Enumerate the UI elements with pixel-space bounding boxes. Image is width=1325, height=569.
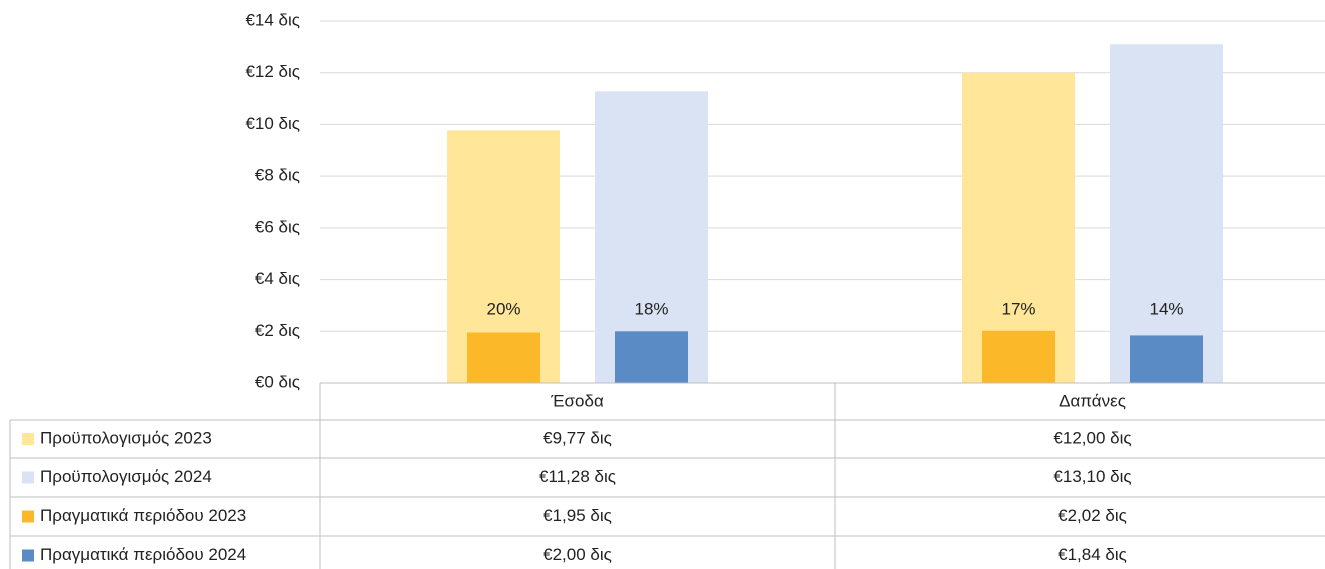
annotation: 17% [1001,299,1035,318]
table-value: €11,28 δις [539,467,616,486]
x-tick-label: Έσοδα [550,391,604,410]
bar [467,332,540,383]
x-tick-label: Δαπάνες [1059,391,1126,410]
legend-label: Προϋπολογισμός 2023 [40,428,212,447]
table-value: €1,84 δις [1058,545,1127,564]
y-tick-label: €12 δις [245,62,300,81]
table-value: €2,00 δις [543,545,612,564]
y-tick-label: €0 δις [255,372,300,391]
annotation: 20% [486,299,520,318]
annotation: 14% [1149,299,1183,318]
annotation: 18% [634,299,668,318]
table-value: €13,10 δις [1053,467,1131,486]
table-value: €1,95 δις [543,506,612,525]
y-tick-label: €14 δις [245,10,300,29]
table-value: €12,00 δις [1053,428,1131,447]
bar [1110,44,1223,384]
legend-swatch [22,433,34,445]
y-tick-label: €4 δις [255,269,300,288]
legend-swatch [22,510,34,523]
y-tick-label: €10 δις [245,114,300,133]
legend-swatch [22,471,34,484]
legend-label: Πραγματικά περιόδου 2023 [40,506,246,525]
legend-swatch [22,549,34,562]
y-tick-label: €8 δις [255,166,300,185]
y-tick-label: €2 δις [255,321,300,340]
bar [615,331,688,383]
table-value: €9,77 δις [543,428,612,447]
legend-label: Προϋπολογισμός 2024 [40,467,212,486]
legend-label: Πραγματικά περιόδου 2024 [40,545,246,564]
table-value: €2,02 δις [1058,506,1127,525]
bar [982,330,1055,383]
y-tick-label: €6 δις [255,217,300,236]
bar [1130,335,1203,383]
